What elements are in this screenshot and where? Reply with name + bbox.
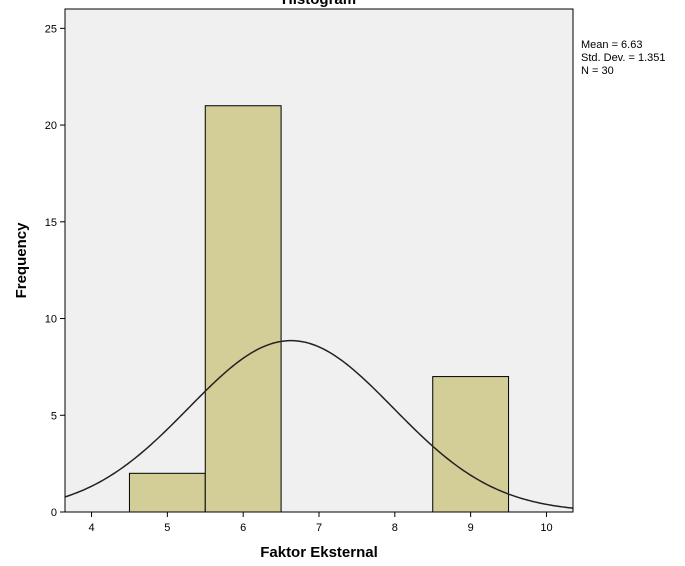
y-tick-label: 20 xyxy=(45,120,57,132)
x-tick-label: 4 xyxy=(88,522,94,534)
y-tick-label: 0 xyxy=(51,507,57,519)
x-axis: 4 5 6 7 8 9 10 xyxy=(88,512,553,534)
y-tick-label: 5 xyxy=(51,410,57,422)
stats-n: N = 30 xyxy=(581,65,614,77)
stats-std-dev: Std. Dev. = 1.351 xyxy=(581,52,666,64)
histogram-bar xyxy=(128,472,206,513)
stats-legend: Mean = 6.63 Std. Dev. = 1.351 N = 30 xyxy=(581,39,666,77)
x-tick-label: 6 xyxy=(240,522,246,534)
chart-title: Histogram xyxy=(282,0,356,8)
x-axis-label: Faktor Eksternal xyxy=(260,544,378,561)
x-tick-label: 7 xyxy=(316,522,322,534)
x-tick-label: 10 xyxy=(540,522,552,534)
histogram-bar xyxy=(204,105,282,513)
normal-curve xyxy=(64,339,574,509)
stats-mean: Mean = 6.63 xyxy=(581,39,642,51)
y-tick-label: 10 xyxy=(45,314,57,326)
x-tick-label: 8 xyxy=(392,522,398,534)
y-axis: 0 5 10 15 20 25 xyxy=(45,23,65,519)
x-tick-label: 9 xyxy=(468,522,474,534)
y-axis-label: Frequency xyxy=(13,222,30,299)
x-tick-label: 5 xyxy=(164,522,170,534)
y-tick-label: 25 xyxy=(45,23,57,35)
y-tick-label: 15 xyxy=(45,217,57,229)
histogram-bar xyxy=(432,376,510,513)
bars-group xyxy=(128,105,510,513)
